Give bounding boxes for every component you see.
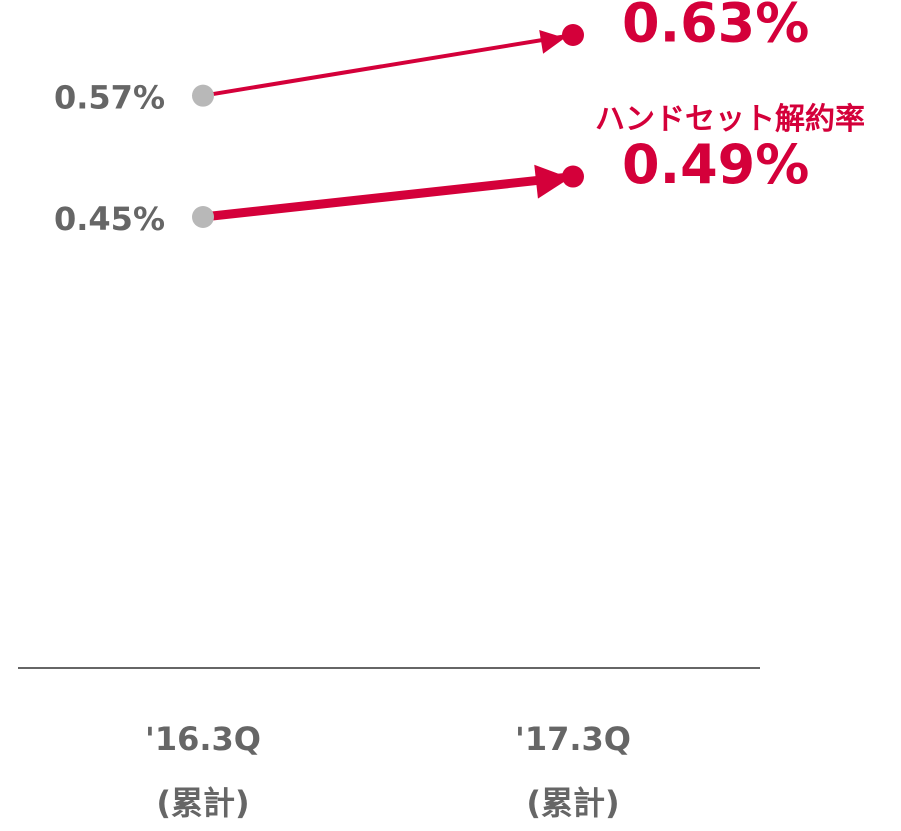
start-value-label: 0.57% [54, 79, 165, 117]
x-tick-label: (累計) [526, 784, 619, 822]
series-label: ハンドセット解約率 [595, 102, 865, 137]
arrow-head [534, 164, 570, 199]
end-value-label: 0.49% [622, 133, 809, 196]
x-tick-label: '16.3Q [145, 720, 261, 758]
series-line [202, 33, 574, 98]
arrow-head [539, 30, 565, 54]
x-tick-label: (累計) [156, 784, 249, 822]
start-marker [192, 206, 214, 228]
series-line [202, 172, 574, 222]
end-marker [562, 24, 584, 46]
x-tick-label: '17.3Q [515, 720, 631, 758]
start-value-label: 0.45% [54, 200, 165, 238]
end-marker [562, 165, 584, 188]
end-value-label: 0.63% [622, 0, 809, 55]
start-marker [192, 84, 214, 107]
